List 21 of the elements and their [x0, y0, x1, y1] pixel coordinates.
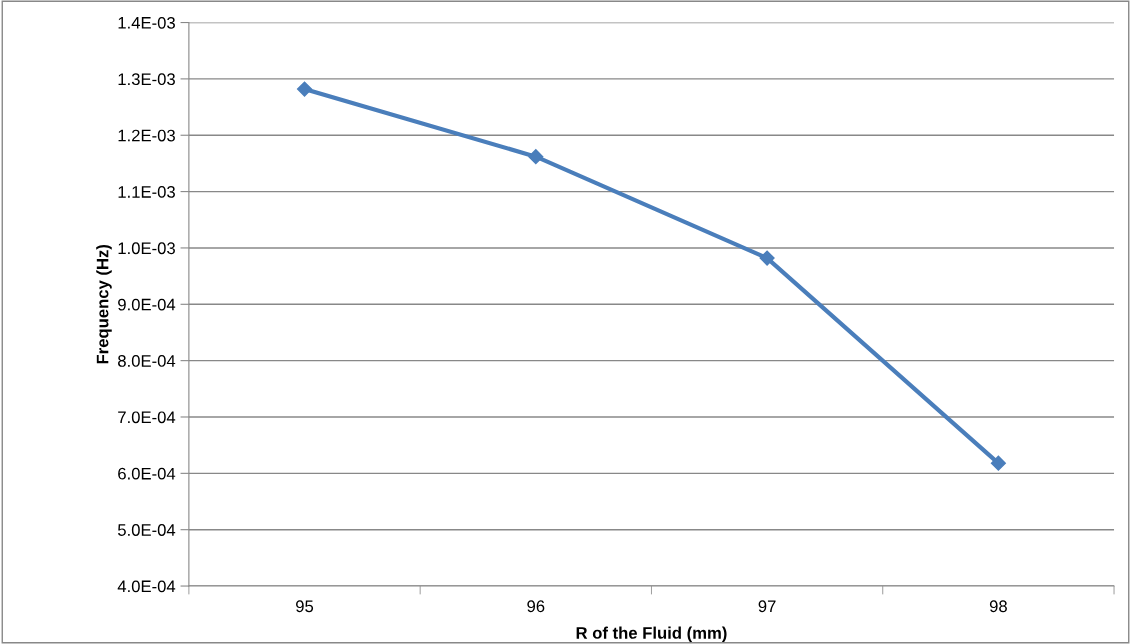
y-tick-label: 6.0E-04: [118, 467, 176, 480]
y-tick-label: 5.0E-04: [117, 524, 176, 536]
y-tick-label: 9.0E-04: [118, 298, 176, 311]
y-tick-label: 1.3E-03: [118, 73, 175, 86]
point: [759, 250, 775, 266]
point: [296, 81, 313, 97]
x-tick-label: 97: [758, 600, 776, 613]
y-tick-label: 1.0E-03: [118, 242, 175, 255]
x-tick-label: 98: [989, 600, 1007, 613]
y-tick-label: 1.1E-03: [118, 185, 175, 198]
y-tick-label: 7.0E-04: [118, 411, 176, 424]
y-tick-label: 1.2E-03: [118, 129, 175, 142]
x-tick-label: 95: [296, 600, 314, 613]
point: [528, 149, 544, 165]
y-tick-label: 4.0E-04: [117, 580, 176, 593]
point: [990, 455, 1006, 471]
y-tick-label: 1.4E-03: [118, 16, 175, 29]
x-tick-label: 96: [527, 600, 545, 613]
y-tick-label: 8.0E-04: [118, 355, 176, 367]
y-axis-title: Frequency (Hz): [96, 244, 112, 364]
x-axis-title: R of the Fluid (mm): [576, 626, 727, 643]
